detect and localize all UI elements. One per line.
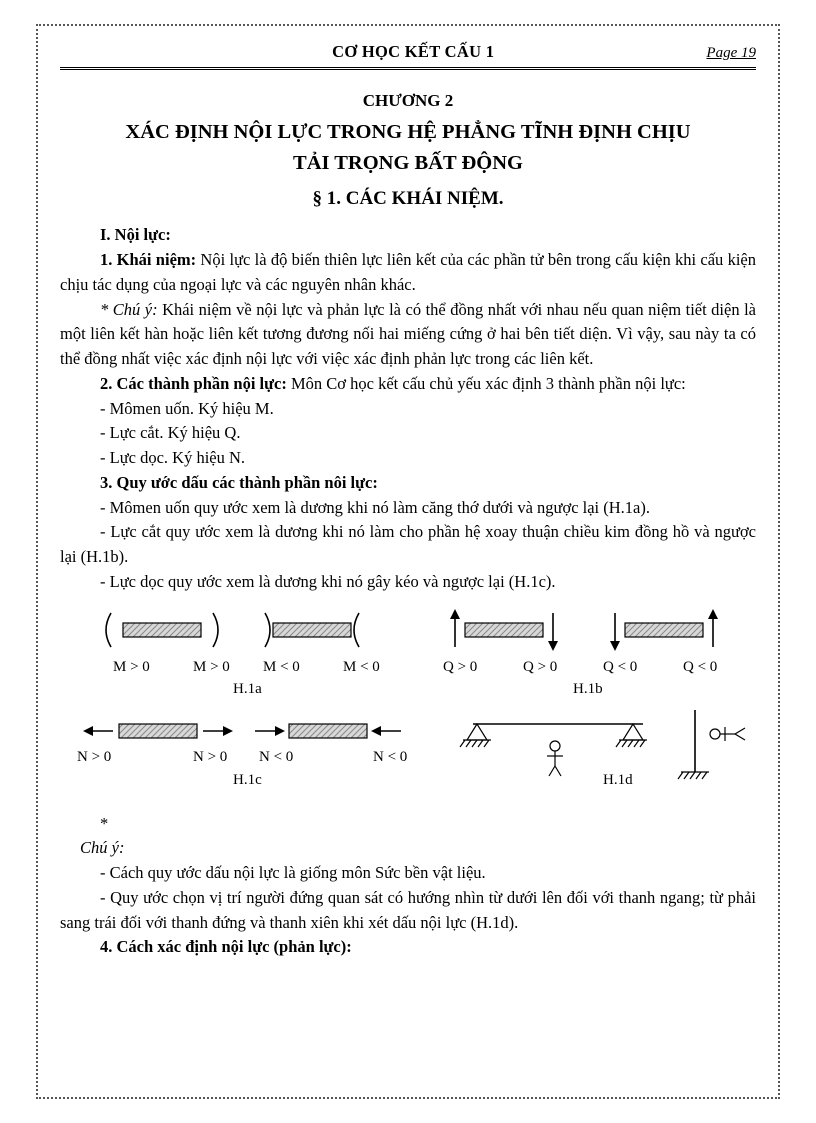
para-4b: - Quy ước chọn vị trí người đứng quan sá… — [60, 886, 756, 936]
list-item: Lực dọc. Ký hiệu N. — [100, 446, 756, 471]
para-3a: - Mômen uốn quy ước xem là dương khi nó … — [60, 496, 756, 521]
figure-h1a-h1b: M > 0 M > 0 M < 0 M < 0 Q > 0 Q > 0 Q < … — [63, 603, 753, 698]
fig-label: Q > 0 — [523, 659, 557, 675]
chu-y-label: Chú ý: — [60, 836, 756, 861]
component-list: Mômen uốn. Ký hiệu M. Lực cắt. Ký hiệu Q… — [60, 397, 756, 471]
page-header: CƠ HỌC KẾT CẤU 1 Page 19 — [60, 40, 756, 70]
lead-3: 3. Quy ước dấu các thành phần nôi lực: — [60, 471, 756, 496]
fig-label: M < 0 — [343, 659, 380, 675]
para-3b: - Lực cắt quy ước xem là dương khi nó là… — [60, 520, 756, 570]
para-3c: - Lực dọc quy ước xem là dương khi nó gâ… — [60, 570, 756, 595]
para-4a: - Cách quy ước dấu nội lực là giống môn … — [60, 861, 756, 886]
para-2: 2. Các thành phần nội lực: Môn Cơ học kế… — [60, 372, 756, 397]
fig-caption: H.1a — [233, 681, 262, 697]
lead-1: 1. Khái niệm: — [100, 250, 196, 269]
fig-label: N < 0 — [259, 749, 293, 765]
fig-label: M > 0 — [113, 659, 150, 675]
fig-label: M < 0 — [263, 659, 300, 675]
para-note: * Chú ý: Khái niệm về nội lực và phản lự… — [60, 298, 756, 372]
page-content: CƠ HỌC KẾT CẤU 1 Page 19 CHƯƠNG 2 XÁC ĐỊ… — [60, 40, 756, 1083]
fig-label: N < 0 — [373, 749, 407, 765]
chapter-title-2: TẢI TRỌNG BẤT ĐỘNG — [60, 148, 756, 179]
figure-h1c-h1d: N > 0 N > 0 N < 0 N < 0 H.1c H.1d — [63, 706, 753, 806]
fig-caption: H.1d — [603, 772, 633, 788]
para-1: 1. Khái niệm: Nội lực là độ biến thiên l… — [60, 248, 756, 298]
page-number: Page 19 — [706, 42, 756, 65]
lead-2: 2. Các thành phần nội lực: — [100, 374, 287, 393]
list-item: Mômen uốn. Ký hiệu M. — [100, 397, 756, 422]
lead-4: 4. Cách xác định nội lực (phản lực): — [60, 935, 756, 960]
heading-i: I. Nội lực: — [60, 223, 756, 248]
fig-label: Q < 0 — [683, 659, 717, 675]
chapter-title-1: XÁC ĐỊNH NỘI LỰC TRONG HỆ PHẲNG TĨNH ĐỊN… — [60, 117, 756, 148]
figure-row-1: M > 0 M > 0 M < 0 M < 0 Q > 0 Q > 0 Q < … — [60, 603, 756, 698]
fig-caption: H.1b — [573, 681, 603, 697]
fig-label: N > 0 — [193, 749, 227, 765]
fig-label: N > 0 — [77, 749, 111, 765]
fig-label: Q > 0 — [443, 659, 477, 675]
note-text: Khái niệm về nội lực và phản lực là có t… — [60, 300, 756, 369]
star-line: * — [60, 812, 756, 837]
note-lead: * Chú ý: — [100, 300, 158, 319]
figure-row-2: N > 0 N > 0 N < 0 N < 0 H.1c H.1d — [60, 706, 756, 806]
chapter-label: CHƯƠNG 2 — [60, 88, 756, 114]
fig-caption: H.1c — [233, 772, 262, 788]
text-2: Môn Cơ học kết cấu chủ yếu xác định 3 th… — [287, 374, 686, 393]
list-item: Lực cắt. Ký hiệu Q. — [100, 421, 756, 446]
header-title: CƠ HỌC KẾT CẤU 1 — [120, 40, 706, 65]
fig-label: M > 0 — [193, 659, 230, 675]
section-title: § 1. CÁC KHÁI NIỆM. — [60, 185, 756, 214]
fig-label: Q < 0 — [603, 659, 637, 675]
